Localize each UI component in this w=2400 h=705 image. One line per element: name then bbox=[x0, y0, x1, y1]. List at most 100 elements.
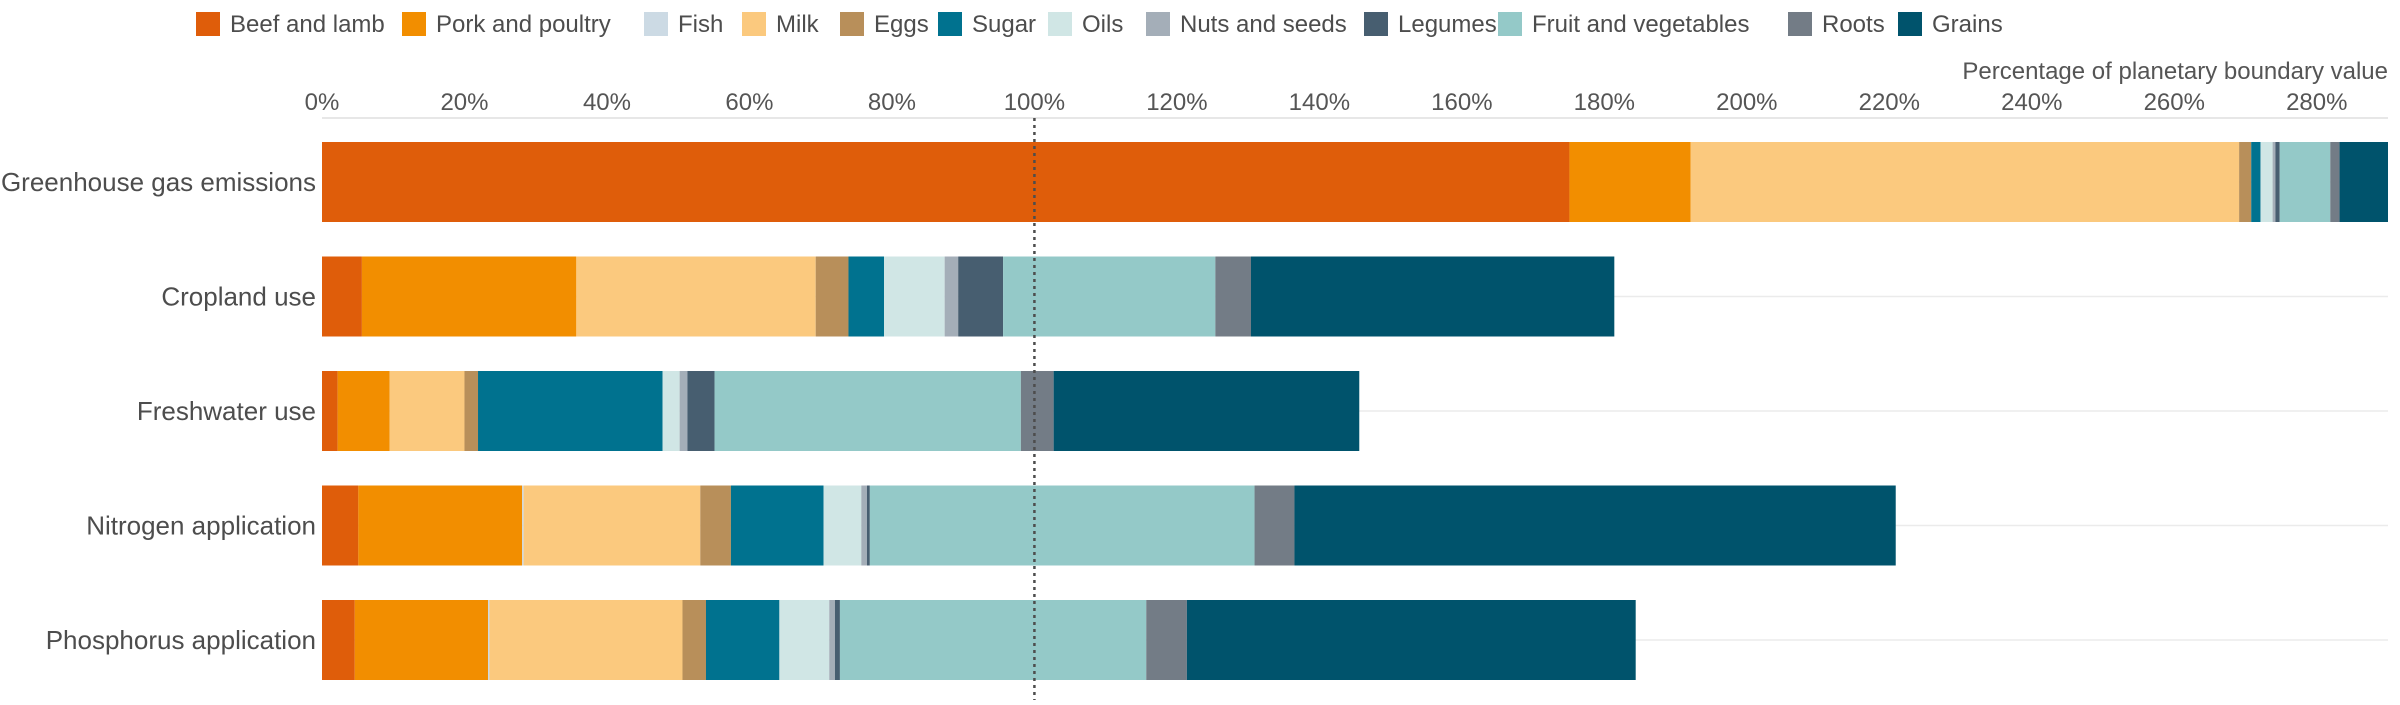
x-tick-label: 20% bbox=[440, 89, 488, 116]
bar-phosphorus-application-oils bbox=[779, 600, 830, 680]
bar-freshwater-use-roots bbox=[1020, 371, 1054, 451]
legend-swatch-fruit-and-vegetables bbox=[1498, 12, 1522, 36]
bar-cropland-use-legumes bbox=[958, 256, 1004, 337]
bar-cropland-use-nuts-and-seeds bbox=[944, 256, 959, 337]
bar-greenhouse-gas-emissions-sugar bbox=[2251, 142, 2261, 222]
bar-freshwater-use-milk bbox=[389, 371, 465, 451]
bar-cropland-use-fruit-and-vegetables bbox=[1003, 256, 1216, 337]
bar-nitrogen-application-oils bbox=[823, 485, 862, 566]
bar-greenhouse-gas-emissions-pork-and-poultry bbox=[1569, 142, 1691, 222]
x-tick-label: 0% bbox=[305, 89, 340, 116]
bar-greenhouse-gas-emissions-eggs bbox=[2239, 142, 2252, 222]
x-tick-label: 140% bbox=[1289, 89, 1350, 116]
category-label-greenhouse-gas-emissions: Greenhouse gas emissions bbox=[1, 167, 316, 197]
bar-nitrogen-application-roots bbox=[1254, 485, 1295, 566]
bar-phosphorus-application-beef-and-lamb bbox=[322, 600, 355, 680]
bar-phosphorus-application-sugar bbox=[705, 600, 780, 680]
category-label-phosphorus-application: Phosphorus application bbox=[46, 625, 316, 655]
bar-freshwater-use-nuts-and-seeds bbox=[679, 371, 688, 451]
bar-phosphorus-application-grains bbox=[1186, 600, 1636, 680]
bar-cropland-use-milk bbox=[576, 256, 816, 337]
legend-swatch-nuts-and-seeds bbox=[1146, 12, 1170, 36]
bar-phosphorus-application-roots bbox=[1146, 600, 1187, 680]
x-tick-label: 280% bbox=[2286, 89, 2347, 116]
x-tick-label: 120% bbox=[1146, 89, 1207, 116]
bar-phosphorus-application-pork-and-poultry bbox=[354, 600, 488, 680]
bar-greenhouse-gas-emissions-fruit-and-vegetables bbox=[2279, 142, 2331, 222]
bar-greenhouse-gas-emissions-beef-and-lamb bbox=[322, 142, 1570, 222]
legend-label-sugar: Sugar bbox=[972, 11, 1036, 38]
legend-label-fish: Fish bbox=[678, 11, 723, 38]
x-axis-title: Percentage of planetary boundary value bbox=[1962, 58, 2388, 85]
bar-freshwater-use-pork-and-poultry bbox=[337, 371, 390, 451]
bar-nitrogen-application-legumes bbox=[866, 485, 870, 566]
bar-freshwater-use-fruit-and-vegetables bbox=[714, 371, 1021, 451]
bar-nitrogen-application-pork-and-poultry bbox=[358, 485, 523, 566]
bar-cropland-use-sugar bbox=[848, 256, 885, 337]
bar-greenhouse-gas-emissions-grains bbox=[2339, 142, 2388, 222]
bar-nitrogen-application-fruit-and-vegetables bbox=[869, 485, 1255, 566]
bar-greenhouse-gas-emissions-nuts-and-seeds bbox=[2272, 142, 2276, 222]
bar-cropland-use-grains bbox=[1250, 256, 1615, 337]
legend-label-legumes: Legumes bbox=[1398, 11, 1497, 38]
bar-nitrogen-application-milk bbox=[523, 485, 701, 566]
bar-nitrogen-application-grains bbox=[1294, 485, 1896, 566]
bar-freshwater-use-beef-and-lamb bbox=[322, 371, 338, 451]
legend-swatch-eggs bbox=[840, 12, 864, 36]
bar-nitrogen-application-fish bbox=[522, 485, 524, 566]
legend: Beef and lamb Pork and poultry Fish Milk Egg… bbox=[196, 11, 2003, 38]
bar-freshwater-use-legumes bbox=[687, 371, 715, 451]
bar-nitrogen-application-beef-and-lamb bbox=[322, 485, 359, 566]
x-tick-label: 80% bbox=[868, 89, 916, 116]
bar-greenhouse-gas-emissions-legumes bbox=[2275, 142, 2280, 222]
legend-swatch-oils bbox=[1048, 12, 1072, 36]
legend-label-pork-and-poultry: Pork and poultry bbox=[436, 11, 611, 38]
bar-phosphorus-application-nuts-and-seeds bbox=[829, 600, 835, 680]
legend-label-nuts-and-seeds: Nuts and seeds bbox=[1180, 11, 1347, 38]
bar-nitrogen-application-eggs bbox=[700, 485, 731, 566]
bar-cropland-use-pork-and-poultry bbox=[361, 256, 577, 337]
legend-label-milk: Milk bbox=[776, 11, 820, 38]
x-tick-label: 160% bbox=[1431, 89, 1492, 116]
legend-label-beef-and-lamb: Beef and lamb bbox=[230, 11, 385, 38]
bar-greenhouse-gas-emissions-roots bbox=[2330, 142, 2340, 222]
x-tick-label: 220% bbox=[1859, 89, 1920, 116]
x-axis-ticks: 0% 20% 40% 60% 80% 100% 120% 140% 160% 180% 200% 22… bbox=[305, 89, 2388, 119]
bar-greenhouse-gas-emissions-milk bbox=[1690, 142, 2240, 222]
bar-freshwater-use-eggs bbox=[464, 371, 479, 451]
bar-cropland-use-eggs bbox=[815, 256, 849, 337]
category-label-cropland-use: Cropland use bbox=[161, 282, 316, 312]
legend-label-oils: Oils bbox=[1082, 11, 1123, 38]
x-tick-label: 260% bbox=[2144, 89, 2205, 116]
x-tick-label: 180% bbox=[1574, 89, 1635, 116]
bars bbox=[322, 142, 2388, 680]
legend-label-grains: Grains bbox=[1932, 11, 2003, 38]
bar-phosphorus-application-milk bbox=[489, 600, 683, 680]
legend-swatch-roots bbox=[1788, 12, 1812, 36]
legend-swatch-grains bbox=[1898, 12, 1922, 36]
legend-swatch-fish bbox=[644, 12, 668, 36]
bar-phosphorus-application-fruit-and-vegetables bbox=[839, 600, 1147, 680]
x-tick-label: 40% bbox=[583, 89, 631, 116]
bar-freshwater-use-grains bbox=[1053, 371, 1360, 451]
x-tick-label: 60% bbox=[725, 89, 773, 116]
bar-cropland-use-roots bbox=[1215, 256, 1251, 337]
legend-swatch-sugar bbox=[938, 12, 962, 36]
category-label-freshwater-use: Freshwater use bbox=[137, 396, 316, 426]
legend-swatch-beef-and-lamb bbox=[196, 12, 220, 36]
bar-greenhouse-gas-emissions-oils bbox=[2260, 142, 2273, 222]
bar-phosphorus-application-fish bbox=[487, 600, 490, 680]
x-tick-label: 240% bbox=[2001, 89, 2062, 116]
legend-swatch-milk bbox=[742, 12, 766, 36]
category-label-nitrogen-application: Nitrogen application bbox=[86, 511, 316, 541]
bar-freshwater-use-sugar bbox=[478, 371, 663, 451]
bar-nitrogen-application-sugar bbox=[730, 485, 824, 566]
legend-swatch-legumes bbox=[1364, 12, 1388, 36]
legend-label-eggs: Eggs bbox=[874, 11, 929, 38]
bar-cropland-use-beef-and-lamb bbox=[322, 256, 362, 337]
category-labels: Greenhouse gas emissions Cropland use Fres… bbox=[1, 167, 316, 655]
legend-label-roots: Roots bbox=[1822, 11, 1885, 38]
legend-label-fruit-and-vegetables: Fruit and vegetables bbox=[1532, 11, 1749, 38]
